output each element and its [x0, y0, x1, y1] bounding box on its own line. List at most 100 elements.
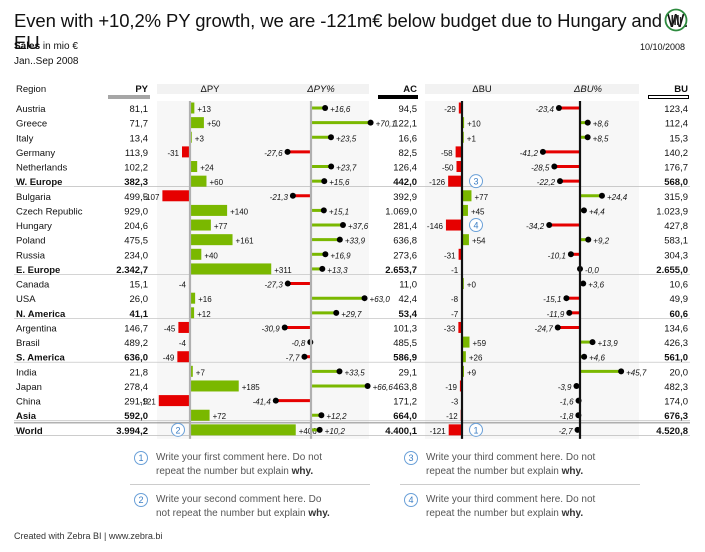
row-germany-dpy-bar [182, 146, 190, 158]
row-italy-bu: 15,3 [670, 133, 689, 144]
row-usa-dpy-label: +16 [198, 295, 212, 304]
row-india-dbup-head [618, 368, 625, 375]
row-argentina-dbup-head [554, 324, 561, 331]
dpy-header-bg [157, 84, 253, 94]
comment-1-number: 1 [134, 451, 148, 465]
row-germany-label: Germany [16, 148, 55, 159]
row-e-europe-bu: 2.655,0 [656, 265, 688, 276]
row-n-america-bu: 60,6 [670, 309, 689, 320]
row-czech-republic-dbup-label: +4,4 [589, 207, 605, 216]
row-asia-ac: 664,0 [393, 411, 417, 422]
row-india-dpyp-head [336, 368, 343, 375]
row-austria-dpy-bar [191, 102, 195, 114]
row-greece-dpyp-head [367, 119, 374, 126]
row-hungary-dbup-head [546, 222, 553, 229]
row-usa-ac: 42,4 [399, 294, 418, 305]
row-japan-dpyp-head [364, 382, 371, 389]
row-greece-dbup-head [584, 119, 591, 126]
row-italy-py: 13,4 [130, 133, 149, 144]
row-japan-dpy-bar [191, 380, 239, 392]
row-india-ac: 29,1 [399, 367, 418, 378]
row-canada-bu: 10,6 [670, 280, 689, 291]
row-asia-dpy-bar [191, 409, 210, 421]
comment-4[interactable]: Write your third comment here. Do not re… [426, 494, 596, 519]
row-czech-republic-dpyp-head [320, 207, 327, 214]
row-canada-dpyp-label: -27,3 [265, 281, 284, 290]
row-netherlands-label: Netherlands [16, 163, 67, 174]
row-asia-dbup-label: -1,8 [560, 412, 574, 421]
row-s-america-label: S. America [16, 353, 65, 364]
comment-3[interactable]: Write your third comment here. Do not re… [426, 452, 596, 477]
comment-2[interactable]: Write your second comment here. Do not r… [156, 494, 330, 519]
row-bulgaria-dpyp-head [289, 192, 296, 199]
row-hungary-ac: 281,4 [393, 221, 417, 232]
row-india-dbup-label: +45,7 [626, 368, 647, 377]
row-india-dbu-label: +9 [467, 368, 477, 377]
row-india-dpyp-label: +33,5 [344, 368, 365, 377]
row-czech-republic-dpy-label: +140 [230, 207, 249, 216]
comment-1[interactable]: Write your first comment here. Do not re… [156, 452, 322, 477]
row-bulgaria-dbu-bar [463, 190, 472, 202]
comment-4-number: 4 [404, 493, 418, 507]
row-czech-republic-dpy-bar [191, 204, 228, 216]
row-india-bu: 20,0 [670, 367, 689, 378]
row-world-callout-dbu-ring [469, 422, 483, 437]
row-netherlands-dbu-label: -50 [442, 164, 454, 173]
row-japan-dpy-label: +185 [242, 383, 261, 392]
row-argentina-dpyp-label: -30,9 [262, 324, 281, 333]
row-japan-dbup-label: -3,9 [558, 383, 572, 392]
row-russia-dpyp-head [322, 251, 329, 258]
dbu-header-bg [425, 84, 505, 94]
bu-header-marker [648, 95, 689, 99]
row-brasil-label: Brasil [16, 338, 40, 349]
row-s-america-dbup-label: +4,6 [589, 354, 605, 363]
row-china-bu: 174,0 [664, 397, 688, 408]
row-brasil-py: 489,2 [124, 338, 148, 349]
row-e-europe-dbu-label: -1 [451, 266, 459, 275]
row-italy-dpy-bar [191, 131, 192, 143]
row-hungary-label: Hungary [16, 221, 52, 232]
row-n-america-dbup-label: -11,9 [547, 310, 565, 319]
row-austria-ac: 94,5 [399, 104, 418, 115]
row-e-europe-dpyp-head [319, 265, 326, 272]
row-usa-dbup-head [563, 295, 570, 302]
row-russia-bu: 304,3 [664, 250, 688, 261]
row-argentina-dpy-bar [178, 321, 190, 333]
row-china-py: 291,9 [124, 397, 148, 408]
row-greece-dbu-bar [463, 117, 465, 129]
row-italy-dpyp-head [327, 134, 334, 141]
row-brasil-bu: 426,3 [664, 338, 688, 349]
row-netherlands-dbu-bar [456, 161, 462, 173]
row-russia-label: Russia [16, 250, 46, 261]
row-italy-label: Italy [16, 133, 34, 144]
row-e-europe-dpy-label: +311 [274, 266, 292, 275]
row-world-dbup-label: -2,7 [559, 427, 573, 436]
header-py: PY [135, 84, 148, 95]
row-bulgaria-label: Bulgaria [16, 192, 52, 203]
comment-2-number: 2 [134, 493, 148, 507]
row-china-dpyp-head [272, 397, 279, 404]
row-s-america-dbup-head [581, 353, 588, 360]
row-usa-dpy-bar [191, 292, 196, 304]
row-w-europe-dpy-bar [191, 175, 207, 187]
row-greece-ac: 122,1 [393, 119, 417, 130]
row-bulgaria-ac: 392,9 [393, 192, 417, 203]
row-e-europe-label: E. Europe [16, 265, 60, 276]
row-usa-dbup-label: -15,1 [543, 295, 561, 304]
row-n-america-dpyp-head [333, 309, 340, 316]
row-e-europe-dpyp-label: +13,3 [327, 266, 348, 275]
row-poland-dbu-label: +54 [472, 237, 486, 246]
py-header-marker [108, 95, 150, 99]
header-bu: BU [674, 84, 688, 95]
row-hungary-dbu-bar [445, 219, 462, 231]
row-world-py: 3.994,2 [116, 426, 148, 437]
variance-table-chart: Region PY ΔPY ΔPY% AC ΔBU ΔBU% BU Austria 81,1 94,… [14, 84, 690, 439]
row-poland-ac: 636,8 [393, 236, 417, 247]
row-italy-dbu-label: +1 [467, 134, 477, 143]
row-usa-py: 26,0 [130, 294, 149, 305]
row-n-america-label: N. America [16, 309, 66, 320]
row-n-america-dbu-label: -7 [451, 310, 459, 319]
row-world-ac: 4.400,1 [385, 426, 417, 437]
row-china-dbup-label: -1,6 [560, 398, 574, 407]
row-w-europe-label: W. Europe [16, 177, 62, 188]
